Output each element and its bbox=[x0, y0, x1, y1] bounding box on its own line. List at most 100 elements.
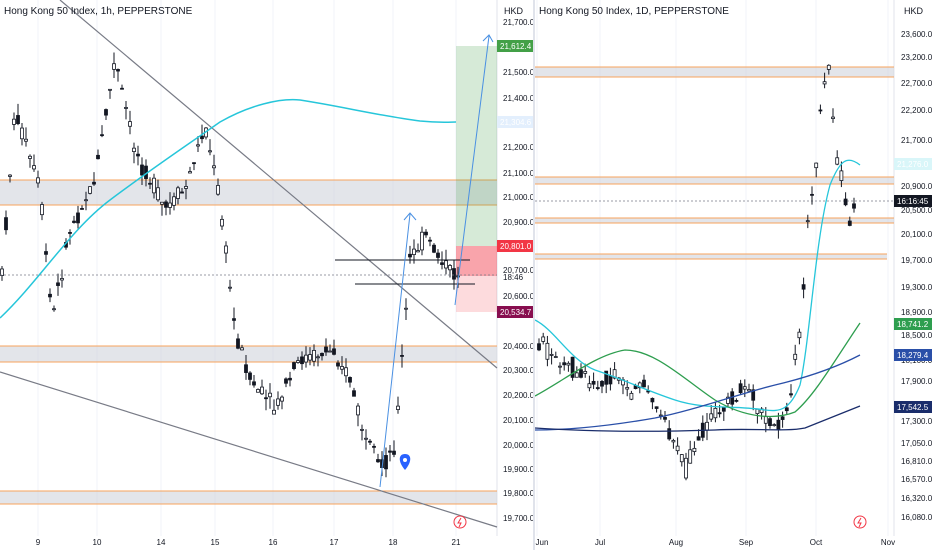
lightning-icon-bolt bbox=[857, 517, 862, 528]
lightning-icon[interactable] bbox=[453, 515, 467, 529]
left-price-tick-label: 21,000.0 bbox=[503, 193, 533, 202]
right-candle bbox=[663, 417, 667, 420]
left-candle bbox=[108, 88, 112, 91]
right-candle bbox=[566, 362, 571, 366]
left-candle bbox=[156, 187, 160, 201]
right-price-tick-label: 19,300.0 bbox=[901, 283, 932, 292]
pane-divider[interactable] bbox=[533, 0, 535, 550]
left-candle bbox=[336, 362, 340, 367]
left-candle bbox=[240, 347, 244, 351]
left-candle bbox=[256, 389, 260, 393]
left-candle bbox=[60, 278, 64, 281]
left-candle bbox=[216, 185, 220, 195]
left-price-axis[interactable] bbox=[497, 0, 533, 550]
right-candle bbox=[726, 396, 730, 404]
left-candle bbox=[236, 338, 240, 349]
right-price-tick-label: 17,050.0 bbox=[901, 439, 932, 448]
left-target-arrow[interactable] bbox=[454, 35, 490, 306]
right-ma-blue bbox=[535, 354, 861, 431]
left-time-tick-label: 16 bbox=[269, 538, 278, 547]
right-price-tick-label: 16,320.0 bbox=[901, 494, 932, 503]
left-time-tick-label: 15 bbox=[211, 538, 220, 547]
left-candle bbox=[440, 262, 444, 265]
left-lower-channel-line[interactable] bbox=[0, 371, 498, 528]
left-price-tick-label: 19,900.0 bbox=[503, 465, 533, 474]
right-candle bbox=[721, 407, 726, 412]
left-candle bbox=[444, 260, 448, 269]
left-price-tick-label: 21,500.0 bbox=[503, 68, 533, 77]
left-candle bbox=[12, 118, 16, 125]
left-entry-price-label: 20,801.0 bbox=[500, 242, 532, 251]
left-candle bbox=[376, 459, 380, 463]
right-bar-countdown-label: 16:16:45 bbox=[897, 197, 929, 206]
left-candle bbox=[412, 248, 416, 256]
right-price-tick-label: 19,700.0 bbox=[901, 256, 932, 265]
left-candle bbox=[316, 356, 320, 359]
right-candle bbox=[747, 389, 751, 392]
right-candle bbox=[789, 393, 793, 396]
left-time-tick-label: 21 bbox=[452, 538, 461, 547]
left-mid-price-label-bg bbox=[497, 116, 533, 128]
left-candle bbox=[116, 69, 120, 72]
right-chart-canvas[interactable]: 23,600.0 23,200.0 22,700.0 22,200.0 21,700.0… bbox=[535, 0, 932, 550]
left-candle bbox=[160, 201, 164, 205]
left-chart-canvas[interactable]: 21,700.021,600.021,500.021,400.021,300.0… bbox=[0, 0, 533, 550]
right-candle bbox=[826, 64, 831, 70]
left-loss-zone[interactable] bbox=[456, 246, 497, 276]
right-chart-pane[interactable]: 23,600.0 23,200.0 22,700.0 22,200.0 21,700.0… bbox=[535, 0, 932, 550]
right-candle bbox=[772, 424, 777, 427]
left-price-tick-label: 21,100.0 bbox=[503, 169, 533, 178]
left-countdown-label: 18:46 bbox=[503, 273, 524, 282]
left-candle bbox=[220, 218, 224, 227]
left-candle bbox=[424, 231, 428, 236]
right-zone-4 bbox=[535, 254, 887, 259]
right-candle bbox=[658, 414, 663, 417]
left-price-tick-label: 19,800.0 bbox=[503, 489, 533, 498]
right-price-tick-label: 20,100.0 bbox=[901, 230, 932, 239]
left-candle bbox=[364, 437, 368, 440]
left-candle bbox=[352, 390, 356, 397]
right-price-tick-label: 20,500.0 bbox=[901, 206, 932, 215]
right-candle bbox=[717, 412, 722, 415]
left-candle bbox=[456, 275, 460, 278]
left-candle bbox=[112, 63, 116, 70]
right-candle bbox=[755, 408, 760, 415]
left-candle bbox=[268, 392, 272, 398]
left-candle bbox=[304, 354, 308, 363]
right-candle bbox=[705, 421, 709, 431]
left-chart-pane[interactable]: 21,700.021,600.021,500.021,400.021,300.0… bbox=[0, 0, 533, 550]
left-candle bbox=[52, 308, 56, 311]
left-projection-line[interactable] bbox=[379, 213, 411, 488]
right-time-tick-label: Aug bbox=[669, 538, 683, 547]
right-currency-label: HKD bbox=[904, 6, 924, 16]
lightning-icon[interactable] bbox=[853, 515, 867, 529]
left-candle bbox=[272, 409, 276, 415]
left-candle bbox=[340, 366, 344, 370]
right-candle bbox=[654, 406, 659, 409]
left-candle bbox=[392, 450, 396, 455]
right-candle bbox=[835, 157, 840, 165]
left-candle bbox=[292, 362, 296, 370]
left-loss-zone-lower[interactable] bbox=[456, 276, 497, 312]
left-profit-zone[interactable] bbox=[456, 46, 497, 246]
left-candle bbox=[312, 349, 316, 362]
left-candle bbox=[396, 405, 400, 410]
left-candle bbox=[280, 396, 284, 402]
left-downtrend-line[interactable] bbox=[59, 0, 498, 369]
left-entry-price-label-bg bbox=[497, 240, 533, 252]
right-price-tick-label: 17,900.0 bbox=[901, 377, 932, 386]
left-candle bbox=[408, 253, 412, 258]
right-price-tick-label: 18,900.0 bbox=[901, 308, 932, 317]
left-candle bbox=[284, 378, 288, 384]
right-ma-fast bbox=[535, 159, 861, 412]
right-candle bbox=[629, 392, 634, 400]
left-candle bbox=[32, 165, 36, 170]
right-candle bbox=[742, 386, 747, 390]
left-candle bbox=[0, 268, 4, 276]
left-price-tick-label: 21,400.0 bbox=[503, 94, 533, 103]
left-candle bbox=[136, 153, 140, 157]
right-candle bbox=[738, 383, 743, 394]
right-ma-green bbox=[535, 322, 861, 418]
right-candle bbox=[822, 81, 827, 85]
left-candle bbox=[324, 346, 328, 353]
